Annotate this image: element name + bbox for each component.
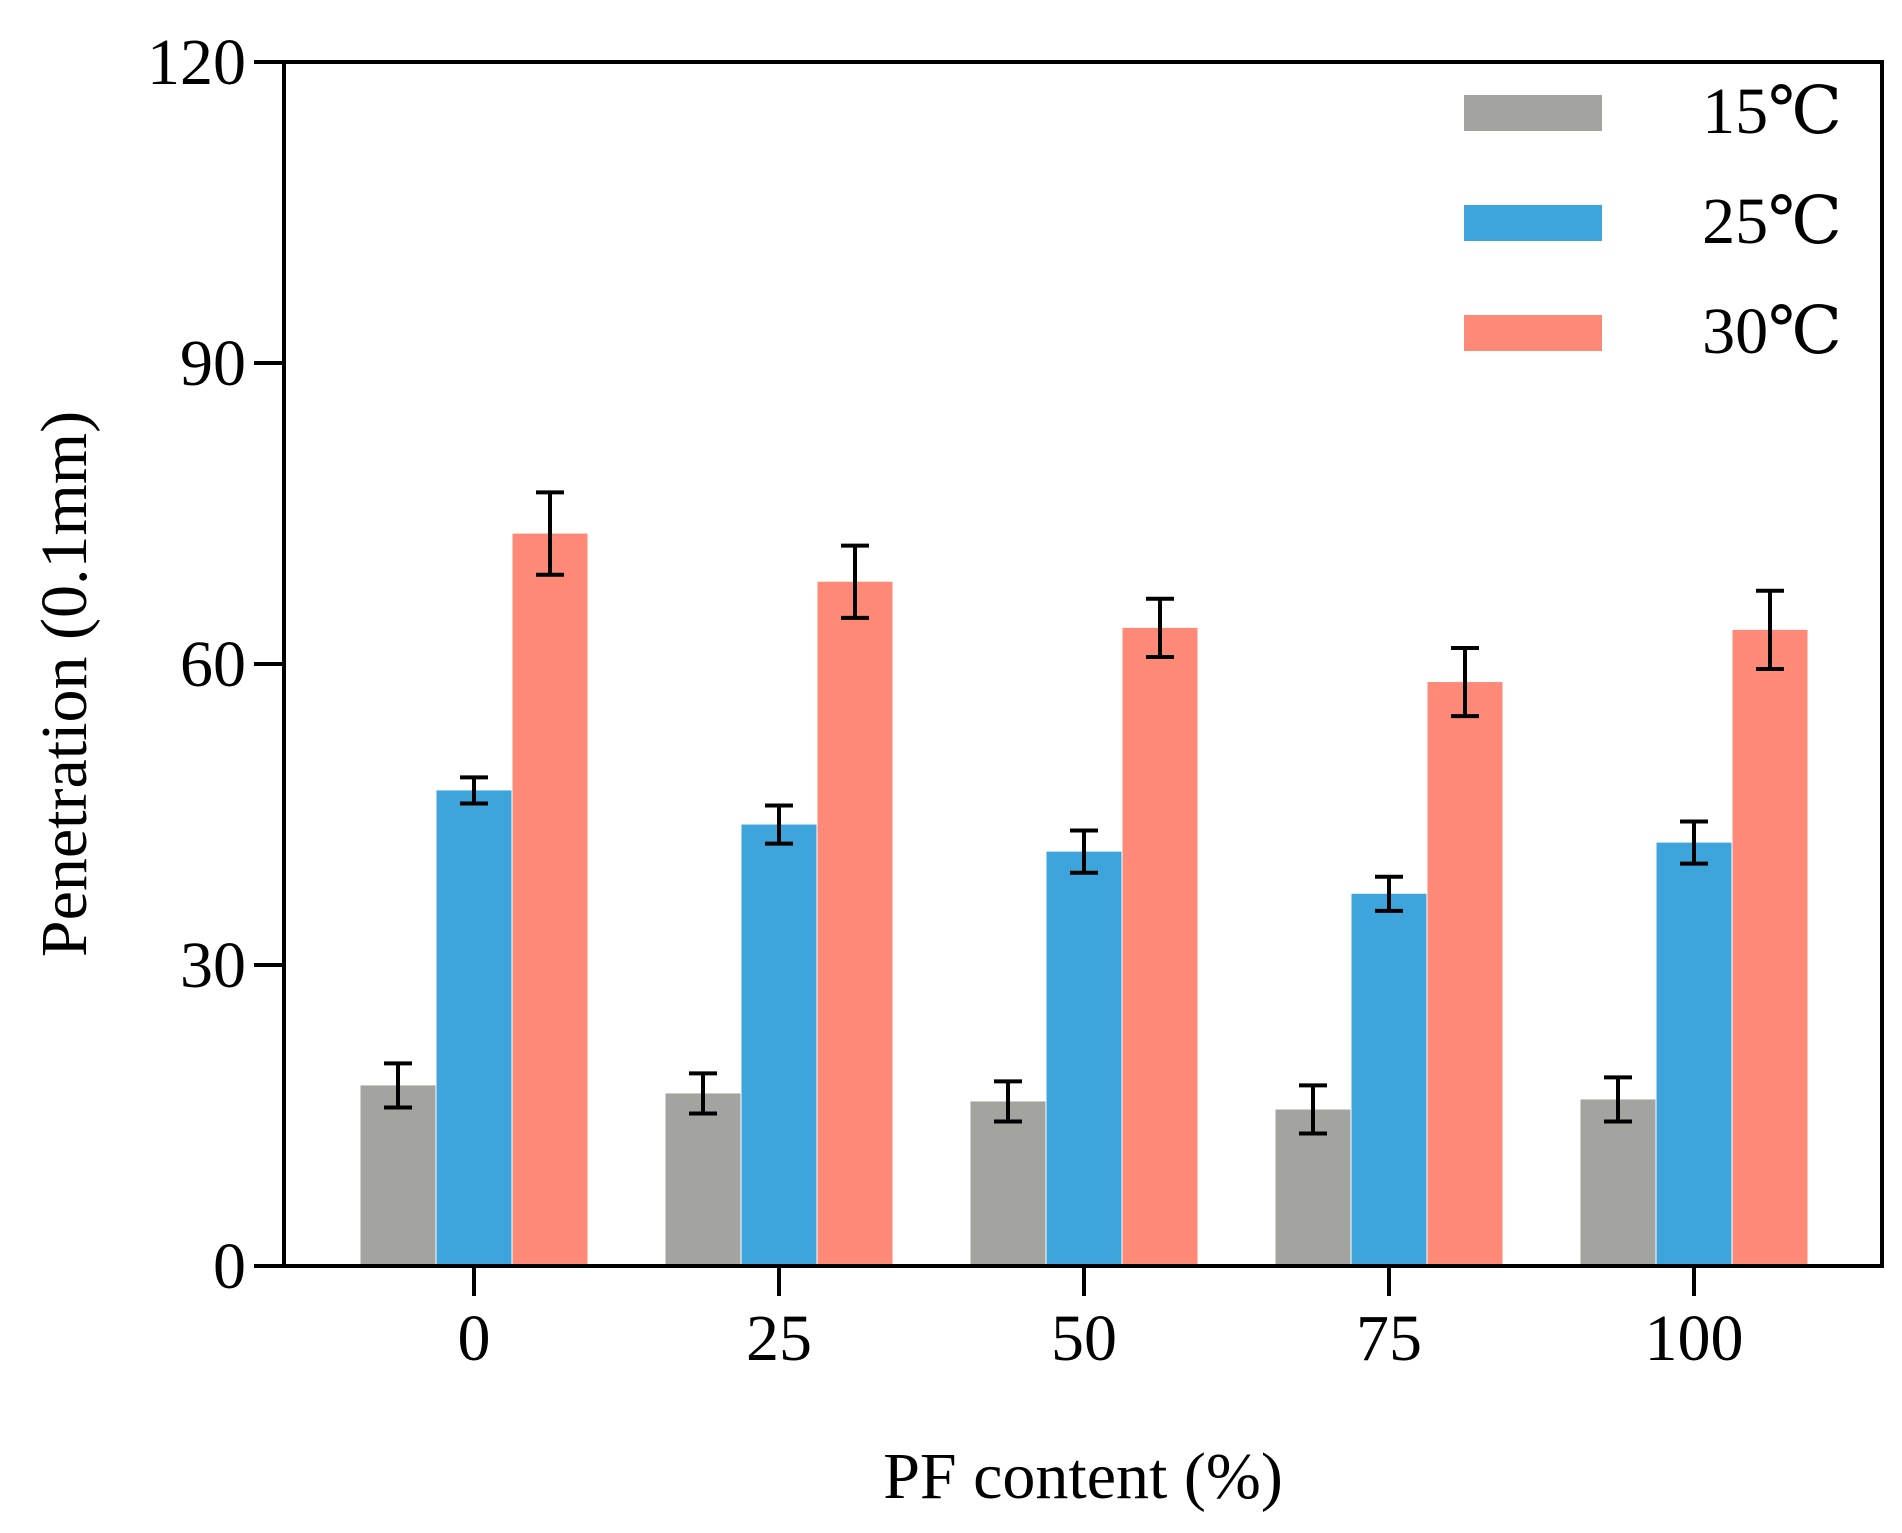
error-bar-3-cat-0 [536, 490, 564, 577]
error-bar-2-cat-75 [1375, 874, 1403, 913]
bar-3-cat-75 [1427, 682, 1503, 1266]
x-tick-label-25: 25 [746, 1302, 812, 1375]
error-bar-2-cat-0 [460, 775, 488, 806]
error-bar-3-cat-25 [841, 543, 869, 620]
bar-2-cat-100 [1656, 842, 1732, 1266]
error-bar-3-cat-100 [1756, 588, 1784, 672]
legend-swatch [1464, 95, 1602, 131]
bar-1-cat-75 [1275, 1109, 1351, 1266]
error-bar-3-cat-50 [1146, 596, 1174, 659]
y-tick-label-90: 90 [180, 327, 246, 400]
bar-1-cat-0 [360, 1085, 436, 1266]
legend-swatch [1464, 205, 1602, 241]
error-bars-layer [384, 490, 1784, 1136]
bar-1-cat-25 [665, 1093, 741, 1266]
x-tick-label-75: 75 [1356, 1302, 1422, 1375]
legend-item-1: 15℃ [1464, 75, 1842, 148]
y-tick-label-120: 120 [147, 26, 246, 99]
x-tick-label-100: 100 [1645, 1302, 1744, 1375]
legend-swatch [1464, 315, 1602, 351]
error-bar-2-cat-25 [765, 803, 793, 846]
legend-item-2: 25℃ [1464, 185, 1842, 258]
legend-label: 25℃ [1702, 185, 1842, 258]
bars-layer [360, 533, 1808, 1266]
bar-3-cat-100 [1732, 629, 1808, 1266]
bar-1-cat-50 [970, 1101, 1046, 1266]
bar-2-cat-75 [1351, 893, 1427, 1266]
bar-2-cat-0 [436, 790, 512, 1266]
legend-item-3: 30℃ [1464, 295, 1842, 368]
y-tick-label-60: 60 [180, 628, 246, 701]
error-bar-1-cat-25 [689, 1071, 717, 1116]
x-tick-label-50: 50 [1051, 1302, 1117, 1375]
bar-3-cat-50 [1122, 627, 1198, 1266]
legend-label: 30℃ [1702, 295, 1842, 368]
y-tick-label-30: 30 [180, 929, 246, 1002]
y-axis-title: Penetration (0.1mm) [28, 411, 101, 957]
legend-label: 15℃ [1702, 75, 1842, 148]
bar-3-cat-0 [512, 533, 588, 1266]
bar-1-cat-100 [1580, 1099, 1656, 1266]
error-bar-1-cat-50 [994, 1079, 1022, 1124]
error-bar-2-cat-50 [1070, 828, 1098, 875]
error-bar-1-cat-75 [1299, 1083, 1327, 1136]
axes-layer: 0 30 60 90 120 0 25 50 75 100 [147, 26, 1884, 1375]
bar-3-cat-25 [817, 581, 893, 1266]
y-tick-label-0: 0 [213, 1230, 246, 1303]
bar-2-cat-50 [1046, 851, 1122, 1266]
x-axis-title: PF content (%) [883, 1440, 1283, 1513]
error-bar-2-cat-100 [1680, 819, 1708, 866]
error-bar-1-cat-0 [384, 1061, 412, 1110]
error-bar-1-cat-100 [1604, 1075, 1632, 1124]
legend: 15℃ 25℃ 30℃ [1464, 75, 1842, 368]
error-bar-3-cat-75 [1451, 645, 1479, 719]
bar-2-cat-25 [741, 824, 817, 1266]
x-tick-label-0: 0 [458, 1302, 491, 1375]
